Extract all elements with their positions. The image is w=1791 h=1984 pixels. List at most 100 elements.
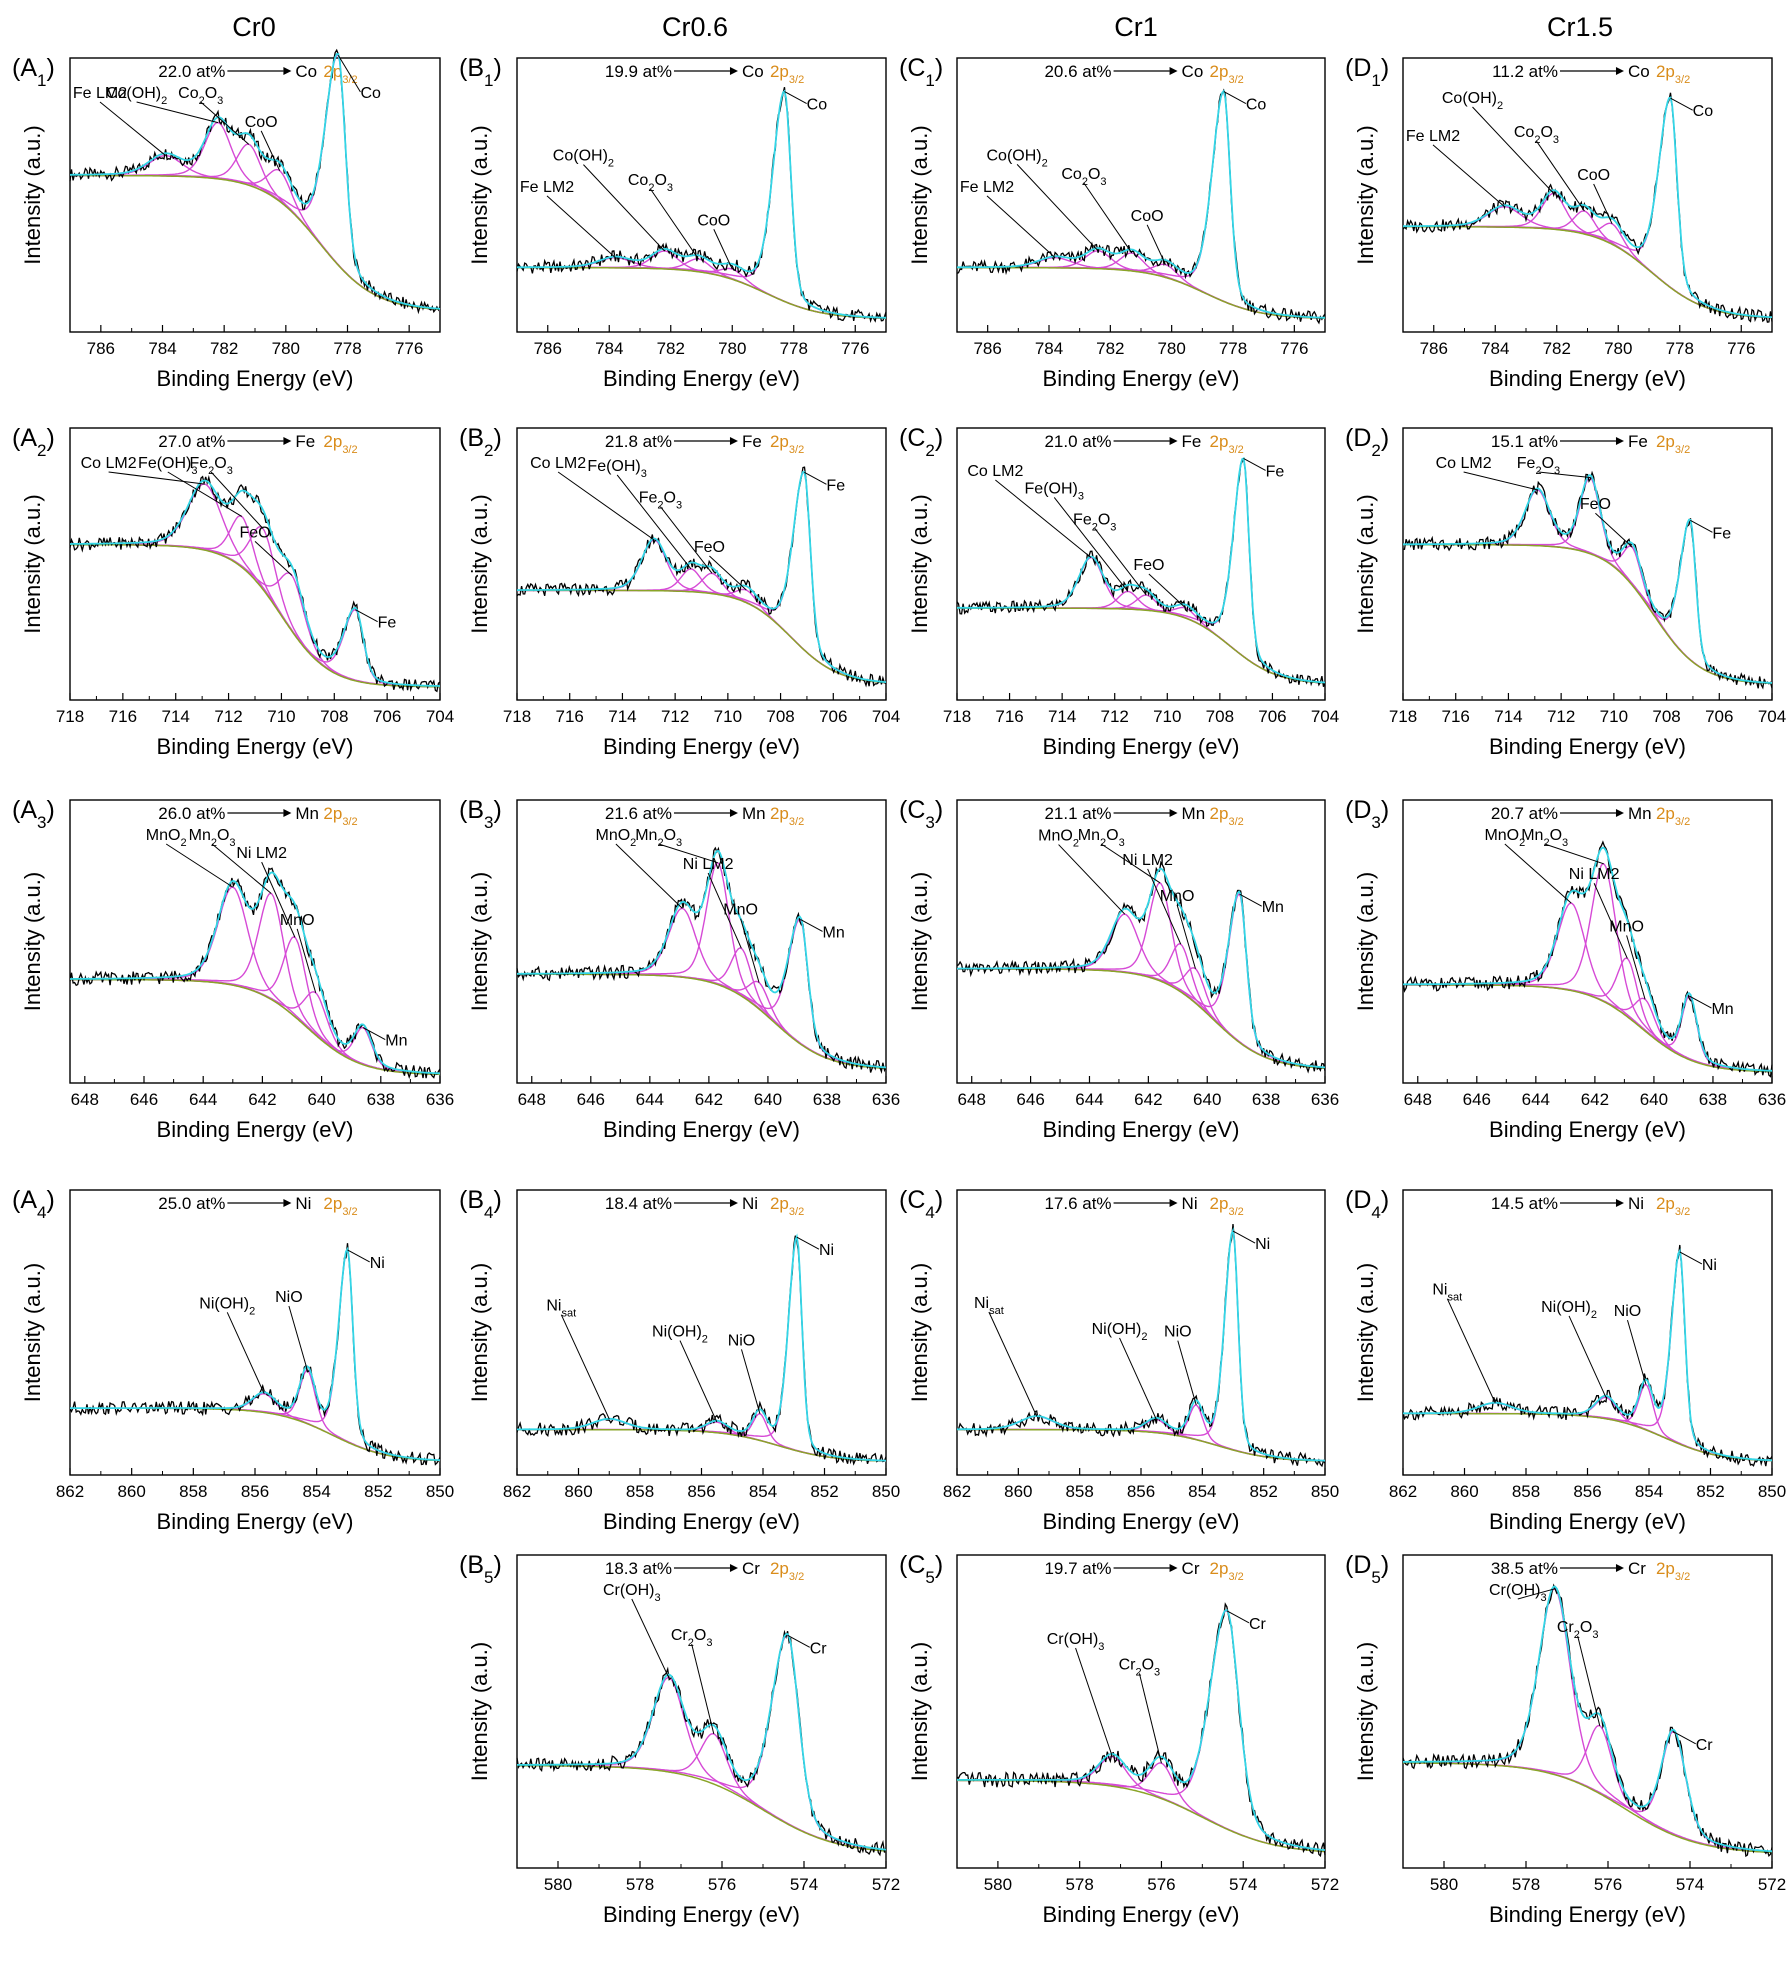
- x-axis-label: Binding Energy (eV): [1043, 366, 1240, 391]
- x-tick-label-644: 644: [636, 1090, 664, 1109]
- component-cr2o3: [1403, 1724, 1773, 1853]
- component-mn: [517, 918, 887, 1069]
- annotation-arrow-fe2o3: [1094, 528, 1147, 596]
- annotation-arrow-ni-lm2: [1147, 868, 1182, 945]
- plot-frame: [1402, 1554, 1773, 1869]
- annotation-feo: FeO: [694, 539, 725, 556]
- annotation-sub2: 3: [1110, 521, 1116, 533]
- annotation-sub: 2: [1591, 1309, 1597, 1321]
- orbital-label: 2p3/2: [1210, 62, 1244, 86]
- component-coo: [70, 168, 441, 311]
- element-label: Ni: [295, 1194, 311, 1213]
- annotation-sub2: 3: [1119, 837, 1125, 849]
- envelope-fit: [957, 89, 1326, 319]
- x-tick-label-786: 786: [973, 339, 1001, 358]
- component-mno: [1403, 984, 1772, 1073]
- panel-label: (A1): [12, 54, 55, 90]
- annotation-sub: 2: [1141, 1331, 1147, 1343]
- header-arrow-head: [283, 809, 292, 817]
- x-tick-label-574: 574: [790, 1875, 818, 1894]
- annotation-arrow-fe: [1243, 458, 1266, 471]
- panel-label: (C3): [899, 796, 943, 832]
- header-arrow-head: [1169, 809, 1178, 817]
- atomic-percent-label: 25.0 at%: [158, 1194, 225, 1213]
- annotation-arrow-nisat: [560, 1314, 610, 1420]
- panel-label: (C1): [899, 54, 943, 90]
- x-tick-label-704: 704: [1758, 707, 1786, 726]
- x-tick-label-712: 712: [1101, 707, 1129, 726]
- annotation-text: MnO: [595, 827, 630, 844]
- annotation-co: Co: [1693, 103, 1714, 120]
- annotation-arrow-fe-oh-3: [616, 474, 692, 570]
- annotation-sub: sat: [561, 1308, 576, 1320]
- annotation-text: FeO: [1580, 496, 1611, 513]
- annotation-fe-oh-3: Fe(OH)3: [138, 455, 197, 477]
- annotation-arrow-fe-lm2: [986, 195, 1056, 259]
- component-cr: [957, 1610, 1326, 1851]
- element-label: Co: [1628, 62, 1650, 81]
- atomic-percent-label: 26.0 at%: [158, 804, 225, 823]
- raw-spectrum: [69, 1243, 441, 1466]
- annotation-text: Ni: [974, 1295, 989, 1312]
- annotation-text: Ni LM2: [236, 845, 287, 862]
- annotation-fe-lm2: Fe LM2: [73, 85, 127, 102]
- y-axis-label: Intensity (a.u.): [1353, 494, 1378, 633]
- orbital-label: 2p3/2: [1210, 804, 1244, 828]
- x-tick-label-856: 856: [241, 1482, 269, 1501]
- element-label: Mn: [1628, 804, 1652, 823]
- background-curve: [957, 1428, 1325, 1462]
- envelope-fit: [957, 867, 1326, 1069]
- y-axis-label: Intensity (a.u.): [20, 1263, 45, 1402]
- orbital-main: 2p: [1210, 1559, 1229, 1578]
- component-mn2o3: [1403, 862, 1773, 1073]
- component-co-oh-2: [70, 121, 441, 311]
- x-tick-label-580: 580: [1430, 1875, 1458, 1894]
- annotation-sub: sat: [1447, 1292, 1462, 1304]
- annotation-sub: 2: [1519, 837, 1525, 849]
- orbital-main: 2p: [1210, 1194, 1229, 1213]
- annotation-sub: 2: [1574, 1629, 1580, 1641]
- panel-label-open: (: [899, 424, 908, 452]
- header-arrow-head: [729, 1564, 738, 1572]
- annotation-arrow-coo: [1146, 224, 1166, 265]
- annotation-text: Fe LM2: [1406, 128, 1460, 145]
- element-label: Co: [742, 62, 764, 81]
- panel-label-close: ): [1381, 1551, 1389, 1579]
- annotation-text: Mn: [189, 827, 211, 844]
- annotation-sub2: 3: [1562, 837, 1568, 849]
- raw-spectrum: [956, 456, 1326, 687]
- annotation-arrow-mno: [296, 928, 317, 993]
- x-tick-label-862: 862: [503, 1482, 531, 1501]
- annotation-fe-lm2: Fe LM2: [960, 179, 1014, 196]
- annotation-text: Fe LM2: [520, 179, 574, 196]
- annotation-sub: 2: [1100, 837, 1106, 849]
- element-label: Mn: [742, 804, 766, 823]
- orbital-sub: 3/2: [789, 1206, 804, 1218]
- x-tick-label-640: 640: [307, 1090, 335, 1109]
- annotation-sub: 2: [1535, 465, 1541, 477]
- annotation-arrow-mn: [1239, 893, 1262, 907]
- annotation-sub: 2: [208, 465, 214, 477]
- x-tick-label-708: 708: [1206, 707, 1234, 726]
- x-tick-label-638: 638: [1252, 1090, 1280, 1109]
- x-tick-label-580: 580: [544, 1875, 572, 1894]
- annotation-text2: O: [694, 1627, 706, 1644]
- annotation-text: Co: [1061, 166, 1082, 183]
- x-tick-label-778: 778: [333, 339, 361, 358]
- annotation-co: Co: [807, 97, 828, 114]
- panel-label-open: (: [1345, 424, 1354, 452]
- annotation-text: Ni LM2: [1122, 852, 1173, 869]
- x-tick-label-640: 640: [1640, 1090, 1668, 1109]
- component-mn: [957, 892, 1326, 1069]
- x-tick-label-776: 776: [1280, 339, 1308, 358]
- x-tick-label-708: 708: [320, 707, 348, 726]
- x-tick-label-636: 636: [426, 1090, 454, 1109]
- x-tick-label-860: 860: [564, 1482, 592, 1501]
- panel-label-letter: B: [467, 54, 484, 82]
- atomic-percent-label: 19.9 at%: [605, 62, 672, 81]
- annotation-text: Ni: [1255, 1236, 1270, 1253]
- annotation-text: Co(OH): [106, 85, 161, 102]
